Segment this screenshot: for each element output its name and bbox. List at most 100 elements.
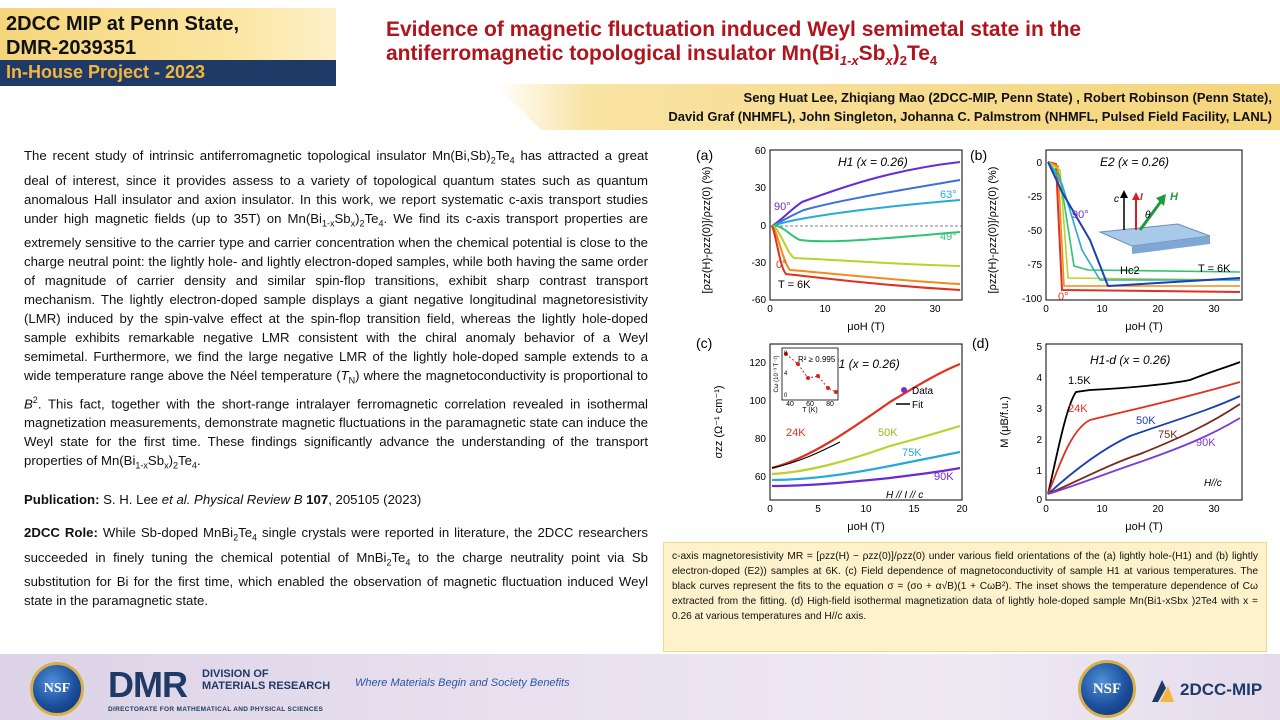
b-xtick: 30 [1208, 304, 1220, 315]
a-curve-80 [771, 179, 961, 227]
c-curve-90k [771, 466, 961, 488]
a-angle-63: 63° [940, 189, 957, 201]
slide-title: Evidence of magnetic fluctuation induced… [386, 18, 1246, 73]
role-paragraph: 2DCC Role: While Sb-doped MnBi2Te4 singl… [24, 524, 648, 609]
panel-d-xticks: 0 10 20 30 [1043, 504, 1220, 515]
d-xtick: 30 [1208, 504, 1220, 515]
c-curve-24k [771, 362, 961, 470]
c-xtick: 5 [815, 504, 821, 515]
c-legend-data: Data [912, 386, 934, 397]
d-temp-50k: 50K [1136, 415, 1156, 427]
c-inset-ylabel: Cω (10⁻³ T⁻²) [774, 355, 780, 392]
b-sample-label: E2 (x = 0.26) [1100, 155, 1169, 169]
2dcc-logo-icon [1152, 680, 1174, 702]
d-xtick: 20 [1152, 504, 1164, 515]
project-bar: In-House Project - 2023 [0, 60, 336, 86]
panel-a-yticks: 60 30 0 -30 -60 [752, 146, 767, 306]
b-curve-2 [1047, 161, 1241, 281]
b-temp-label: T = 6K [1198, 263, 1231, 275]
d-temp-90k: 90K [1196, 437, 1216, 449]
c-inset-xtick: 60 [806, 401, 814, 408]
b-xtick: 10 [1096, 304, 1108, 315]
c-legend-data-marker [901, 387, 907, 393]
c-inset-plot: R² ≥ 0.995 T (K) Cω (10⁻³ T⁻²) 40 60 80 … [774, 347, 839, 414]
d-curve-1-5k [1047, 361, 1241, 495]
d-temp-24k: 24K [1068, 403, 1088, 415]
panel-d-ylabel: M (μB/f.u.) [999, 396, 1011, 448]
panel-a-ylabel: [ρzz(H)-ρzz(0)]/ρzz(0) (%) [701, 167, 713, 294]
footer-bar [0, 654, 1280, 720]
author-band [494, 84, 1280, 130]
c-xtick: 15 [908, 504, 920, 515]
d-xtick: 10 [1096, 504, 1108, 515]
panel-a-xticks: 0 10 20 30 [767, 304, 941, 315]
c-xtick: 10 [860, 504, 872, 515]
a-angle-0: 0° [776, 259, 787, 271]
a-xtick: 20 [874, 304, 886, 315]
nsf-logo-right: NSF [1078, 660, 1136, 718]
a-curve-0 [771, 225, 961, 291]
d-orient-label: H//c [1204, 478, 1222, 489]
c-ytick: 100 [749, 396, 766, 407]
a-xtick: 30 [929, 304, 941, 315]
results-figure: (a) [ρzz(H)-ρzz(0)]/ρzz(0) (%) 60 30 0 -… [696, 146, 1243, 533]
field-arrowhead [1156, 194, 1166, 206]
panel-c: (c) σzz (Ω⁻¹ cm⁻¹) 120 100 80 60 0 5 10 … [696, 335, 968, 533]
panel-a: (a) [ρzz(H)-ρzz(0)]/ρzz(0) (%) 60 30 0 -… [696, 146, 963, 333]
d-curve-90k [1047, 417, 1241, 495]
b-angle-90: 90° [1072, 209, 1089, 221]
c-inset-point [826, 386, 830, 390]
c-ytick: 120 [749, 358, 766, 369]
b-ytick: -75 [1028, 260, 1043, 271]
c-ytick: 60 [755, 472, 767, 483]
body-text: The recent study of intrinsic antiferrom… [24, 146, 648, 624]
inset-theta-label: θ [1145, 210, 1151, 221]
b-geometry-inset: c I θ H [1098, 190, 1211, 254]
dmr-logo-text: DMR [108, 664, 188, 705]
d-sample-label: H1-d (x = 0.26) [1090, 353, 1170, 367]
c-inset-xlabel: T (K) [802, 407, 817, 414]
c-xtick: 20 [956, 504, 968, 515]
a-ytick: -60 [752, 295, 767, 306]
a-angle-90: 90° [774, 201, 791, 213]
d-ytick: 5 [1036, 342, 1042, 353]
2dcc-mip-logo-text: 2DCC-MIP [1180, 680, 1263, 699]
nsf-logo-left: NSF [30, 662, 84, 716]
c-ytick: 80 [755, 434, 767, 445]
panel-b-frame [1045, 149, 1243, 301]
org-line-2: DMR-2039351 [6, 37, 137, 59]
panel-c-yticks: 120 100 80 60 [749, 358, 766, 483]
panel-c-xticks: 0 5 10 15 20 [767, 504, 968, 515]
dmr-division: DIVISION OF MATERIALS RESEARCH [202, 668, 331, 692]
panel-b-xticks: 0 10 20 30 [1043, 304, 1220, 315]
field-arrow [1138, 199, 1164, 231]
c-inset-point [806, 376, 810, 380]
c-temp-24k: 24K [786, 427, 806, 439]
b-angle-0: 0° [1058, 291, 1069, 303]
c-inset-xtick: 40 [786, 401, 794, 408]
a-curve-63 [771, 199, 961, 227]
b-ytick: -100 [1022, 294, 1042, 305]
d-temp-1-5k: 1.5K [1068, 375, 1091, 387]
b-xtick: 0 [1043, 304, 1049, 315]
c-temp-90k: 90K [934, 471, 954, 483]
authors-line-2: David Graf (NHMFL), John Singleton, Joha… [668, 109, 1272, 124]
a-temp-label: T = 6K [778, 279, 811, 291]
panel-b-ylabel: [ρzz(H)-ρzz(0)]/ρzz(0) (%) [987, 167, 999, 294]
d-curve-24k [1047, 381, 1241, 495]
dmr-directorate: DIRECTORATE FOR MATHEMATICAL AND PHYSICA… [108, 706, 324, 713]
c-inset-ytick: 0 [784, 393, 788, 399]
b-curve-4 [1047, 161, 1240, 281]
title-line-2: antiferromagnetic topological insulator … [386, 42, 938, 69]
panel-c-xlabel: μoH (T) [847, 521, 885, 533]
footer-slogan: Where Materials Begin and Society Benefi… [355, 677, 570, 689]
c-inset-point [784, 352, 788, 356]
authors: Seng Huat Lee, Zhiqiang Mao (2DCC-MIP, P… [560, 88, 1272, 126]
a-ytick: 30 [755, 183, 767, 194]
b-hc2-label: Hc2 [1120, 265, 1140, 277]
c-inset-point [816, 374, 820, 378]
c-curve-75k [771, 450, 961, 482]
panel-c-label: (c) [696, 335, 712, 351]
a-ytick: -30 [752, 258, 767, 269]
d-curve-75k [1047, 403, 1241, 495]
